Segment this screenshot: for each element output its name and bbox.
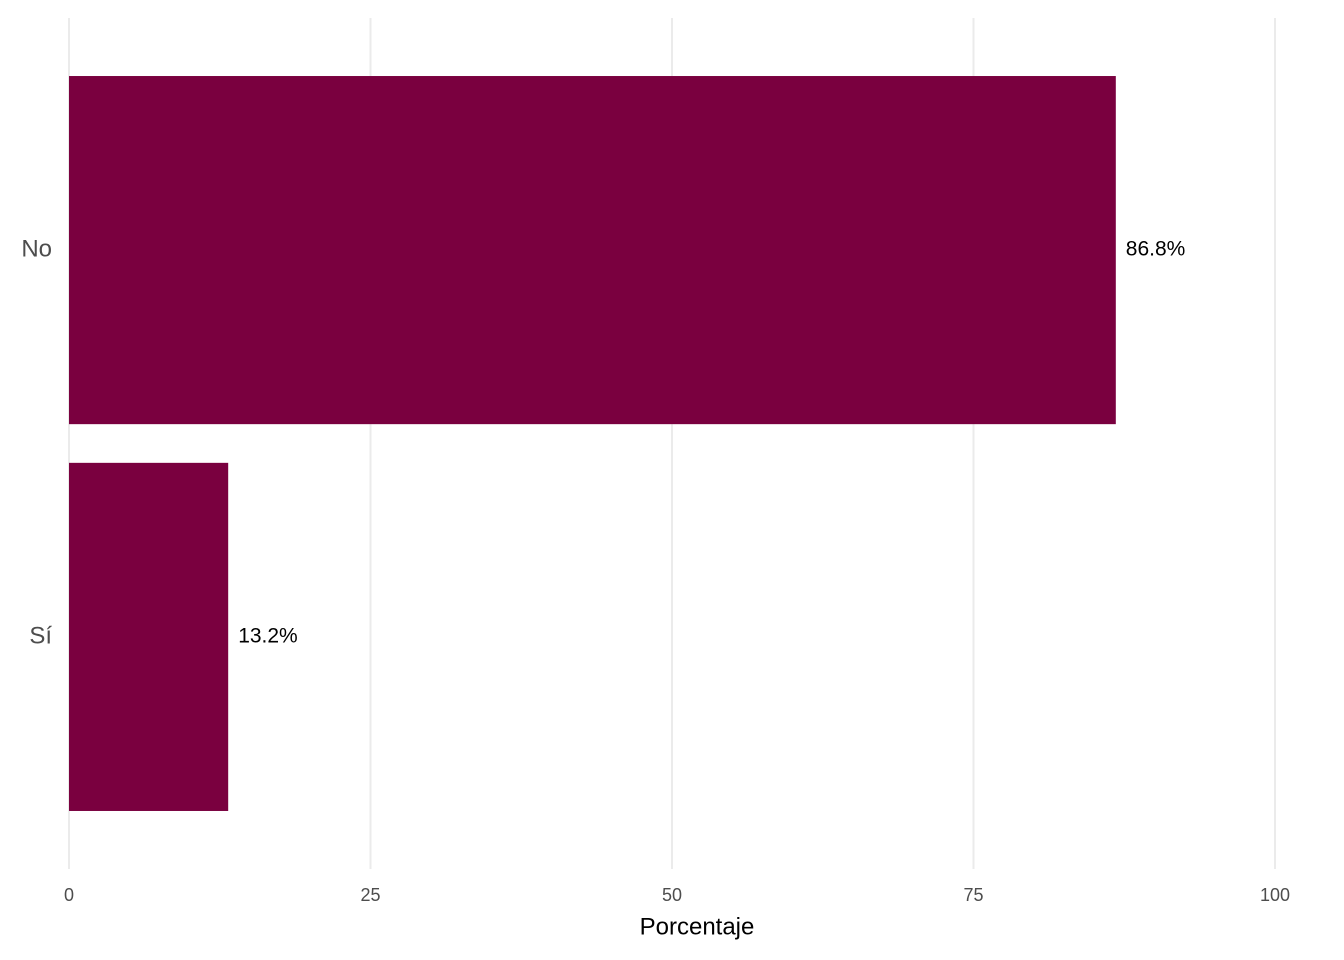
x-tick-label: 100 xyxy=(1260,885,1290,905)
value-label: 86.8% xyxy=(1126,238,1186,261)
x-tick-label: 25 xyxy=(360,885,380,905)
x-tick-label: 75 xyxy=(963,885,983,905)
bar xyxy=(69,76,1116,425)
x-axis-label: Porcentaje xyxy=(640,913,755,940)
y-tick-label: Sí xyxy=(29,622,52,649)
bar xyxy=(69,462,229,811)
value-label: 13.2% xyxy=(238,624,298,647)
y-tick-label: No xyxy=(21,235,52,262)
x-tick-label: 50 xyxy=(662,885,682,905)
x-tick-label: 0 xyxy=(64,885,74,905)
